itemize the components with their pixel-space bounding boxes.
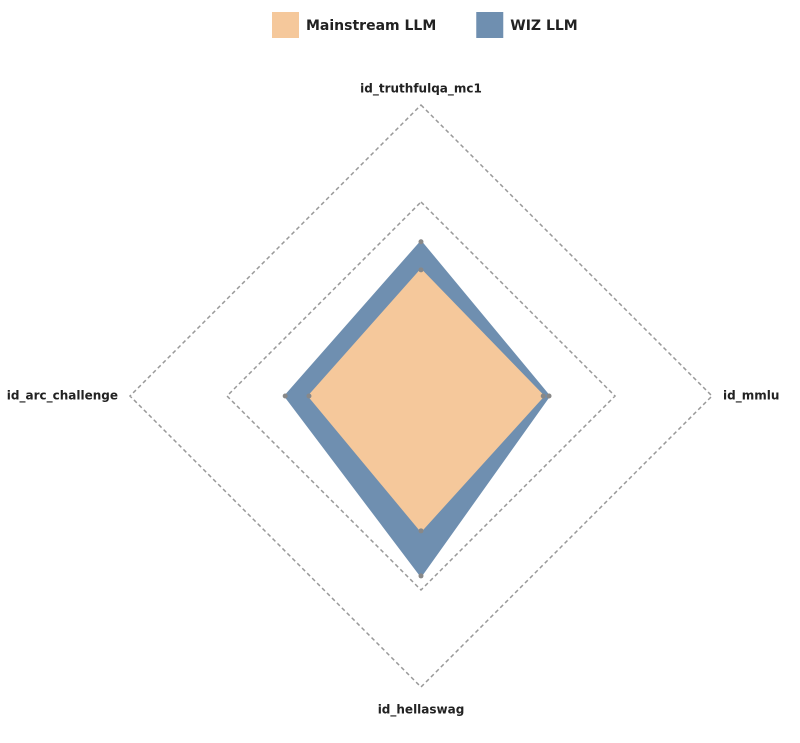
axis-label: id_truthfulqa_mc1 <box>360 82 482 97</box>
legend-swatch <box>272 12 299 38</box>
data-point <box>418 267 424 273</box>
data-point <box>540 393 546 399</box>
grid-ring <box>225 200 617 592</box>
data-point <box>546 393 552 399</box>
data-point <box>306 393 312 399</box>
series-area <box>307 268 545 533</box>
legend-swatch <box>476 12 504 38</box>
axis-label: id_hellaswag <box>378 703 465 718</box>
data-point <box>282 393 288 399</box>
axis-label: id_arc_challenge <box>7 389 118 404</box>
data-point <box>418 239 424 245</box>
data-point <box>418 573 424 579</box>
legend-label: WIZ LLM <box>510 18 577 34</box>
grid-ring <box>128 103 714 689</box>
legend-label: Mainstream LLM <box>306 18 436 34</box>
axis-label: id_mmlu <box>723 389 779 404</box>
data-point <box>418 528 424 534</box>
